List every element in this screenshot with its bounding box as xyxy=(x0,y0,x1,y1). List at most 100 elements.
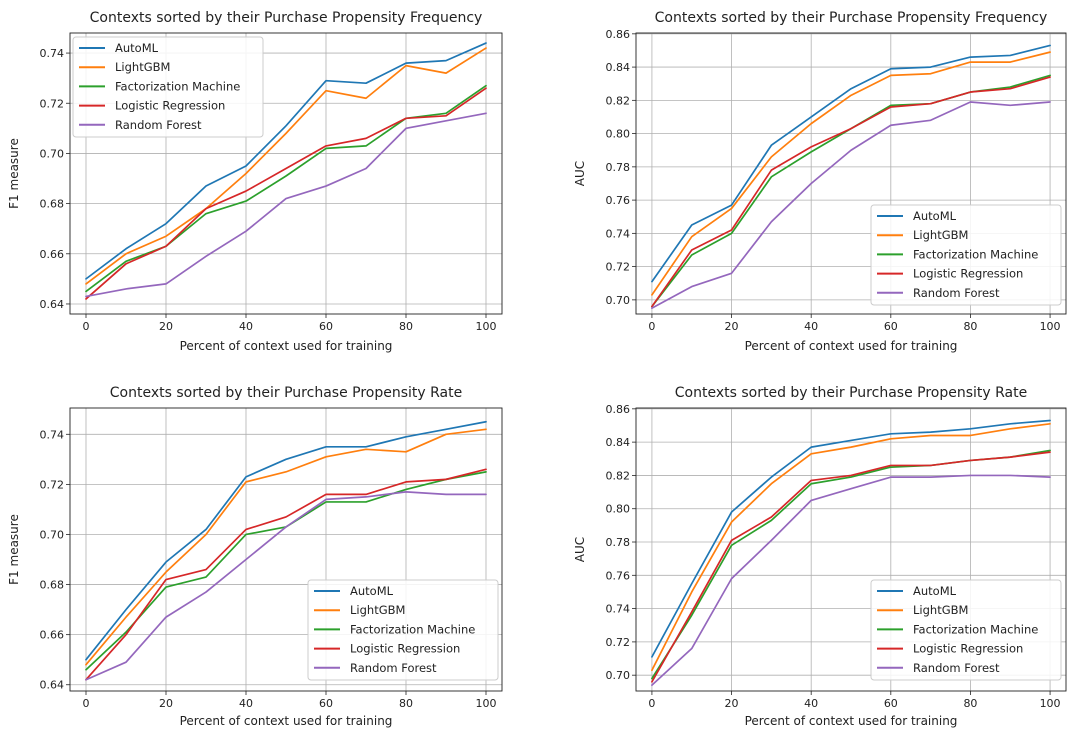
chart-panel-1: 0.64 0.66 0.68 0.70 0.72 0.74 0 20 40 60 80 100 Cont… xyxy=(7,10,503,353)
y-tick-label: 0.72 xyxy=(40,478,65,491)
x-tick-label: 40 xyxy=(239,697,253,710)
y-tick-label: 0.68 xyxy=(40,198,65,211)
legend: AutoML LightGBM Factorization Machine Logis… xyxy=(870,579,1062,681)
y-axis-label: AUC xyxy=(573,161,587,186)
legend: AutoML LightGBM Factorization Machine Logis… xyxy=(72,36,264,138)
legend-label: AutoML xyxy=(350,584,394,598)
plot-frame xyxy=(635,32,1067,315)
x-tick-label: 40 xyxy=(804,697,818,710)
x-tick-label: 60 xyxy=(884,697,898,710)
x-tick-label: 0 xyxy=(83,697,90,710)
y-tick-label: 0.86 xyxy=(606,28,631,41)
chart-panel-4: 0.70 0.72 0.74 0.76 0.78 0.80 0.82 0.84 0.86 0 20 4… xyxy=(573,385,1067,728)
y-tick-label: 0.74 xyxy=(40,428,65,441)
series-line-automl xyxy=(651,419,1051,658)
legend-label: Random Forest xyxy=(913,286,1000,300)
legend-label: AutoML xyxy=(913,584,957,598)
x-axis-label: Percent of context used for training xyxy=(180,714,393,728)
series-line-lightgbm xyxy=(651,422,1051,672)
chart-title: Contexts sorted by their Purchase Propen… xyxy=(655,10,1048,26)
x-tick-label: 20 xyxy=(725,697,739,710)
y-tick-label: 0.78 xyxy=(606,536,631,549)
y-tick-label: 0.84 xyxy=(606,436,631,449)
y-tick-label: 0.64 xyxy=(40,298,65,311)
legend-label: Random Forest xyxy=(913,661,1000,675)
x-tick-label: 60 xyxy=(319,320,333,333)
legend-label: Factorization Machine xyxy=(913,622,1038,636)
legend-box xyxy=(72,36,264,138)
legend-label: Logistic Regression xyxy=(913,267,1023,281)
x-tick-label: 0 xyxy=(648,697,655,710)
series-line-random-forest xyxy=(85,491,487,681)
x-tick-label: 80 xyxy=(399,697,413,710)
y-tick-label: 0.72 xyxy=(40,97,65,110)
y-tick-label: 0.74 xyxy=(606,227,631,240)
x-tick-label: 20 xyxy=(159,697,173,710)
y-tick-label: 0.82 xyxy=(606,469,631,482)
x-tick-label: 100 xyxy=(1040,320,1061,333)
x-tick-label: 0 xyxy=(83,320,90,333)
x-tick-label: 40 xyxy=(239,320,253,333)
y-tick-label: 0.68 xyxy=(40,579,65,592)
y-tick-label: 0.74 xyxy=(40,47,65,60)
series-line-logistic-regression xyxy=(651,76,1051,308)
legend-label: AutoML xyxy=(913,209,957,223)
y-tick-label: 0.80 xyxy=(606,503,631,516)
y-tick-label: 0.74 xyxy=(606,603,631,616)
legend-label: Random Forest xyxy=(350,661,437,675)
series-line-automl xyxy=(85,42,487,280)
legend-label: LightGBM xyxy=(350,603,405,617)
legend-label: Random Forest xyxy=(115,118,202,132)
chart-panel-3: 0.64 0.66 0.68 0.70 0.72 0.74 0 20 40 60 80 100 Cont… xyxy=(7,385,503,728)
chart-title: Contexts sorted by their Purchase Propen… xyxy=(90,10,483,26)
series-line-logistic-regression xyxy=(651,451,1051,683)
y-axis-label: F1 measure xyxy=(7,514,21,585)
series-line-logistic-regression xyxy=(85,87,487,300)
series-line-lightgbm xyxy=(651,51,1051,296)
y-tick-label: 0.70 xyxy=(40,528,65,541)
x-tick-label: 20 xyxy=(159,320,173,333)
x-axis-label: Percent of context used for training xyxy=(745,714,958,728)
x-tick-label: 100 xyxy=(476,697,497,710)
series-line-lightgbm xyxy=(85,428,487,666)
x-tick-label: 60 xyxy=(319,697,333,710)
x-tick-label: 100 xyxy=(476,320,497,333)
y-tick-label: 0.76 xyxy=(606,194,631,207)
legend-box xyxy=(307,579,499,681)
y-tick-label: 0.82 xyxy=(606,94,631,107)
y-tick-label: 0.66 xyxy=(40,248,65,261)
series-line-random-forest xyxy=(651,101,1051,310)
y-tick-label: 0.80 xyxy=(606,128,631,141)
legend-label: Logistic Regression xyxy=(350,642,460,656)
series-line-random-forest xyxy=(651,474,1051,687)
x-tick-label: 80 xyxy=(399,320,413,333)
series-line-automl xyxy=(651,44,1051,283)
legend-box xyxy=(870,579,1062,681)
legend-label: AutoML xyxy=(115,41,159,55)
x-tick-label: 0 xyxy=(648,320,655,333)
y-axis-label: AUC xyxy=(573,537,587,562)
y-tick-label: 0.72 xyxy=(606,636,631,649)
plot-frame xyxy=(69,407,503,692)
legend-label: LightGBM xyxy=(913,603,968,617)
y-tick-label: 0.64 xyxy=(40,679,65,692)
y-tick-label: 0.70 xyxy=(606,294,631,307)
x-tick-label: 40 xyxy=(804,320,818,333)
chart-title: Contexts sorted by their Purchase Propen… xyxy=(110,385,462,401)
y-tick-label: 0.86 xyxy=(606,403,631,416)
chart-title: Contexts sorted by their Purchase Propen… xyxy=(675,385,1027,401)
x-tick-label: 60 xyxy=(884,320,898,333)
x-tick-label: 20 xyxy=(725,320,739,333)
y-tick-label: 0.84 xyxy=(606,61,631,74)
y-tick-label: 0.76 xyxy=(606,569,631,582)
series-line-automl xyxy=(85,420,487,661)
series-line-random-forest xyxy=(85,112,487,298)
y-tick-label: 0.78 xyxy=(606,161,631,174)
legend-label: LightGBM xyxy=(115,60,170,74)
legend-label: Factorization Machine xyxy=(115,79,240,93)
legend-label: LightGBM xyxy=(913,228,968,242)
legend-label: Factorization Machine xyxy=(913,247,1038,261)
x-tick-label: 80 xyxy=(963,320,977,333)
plot-frame xyxy=(635,407,1067,692)
